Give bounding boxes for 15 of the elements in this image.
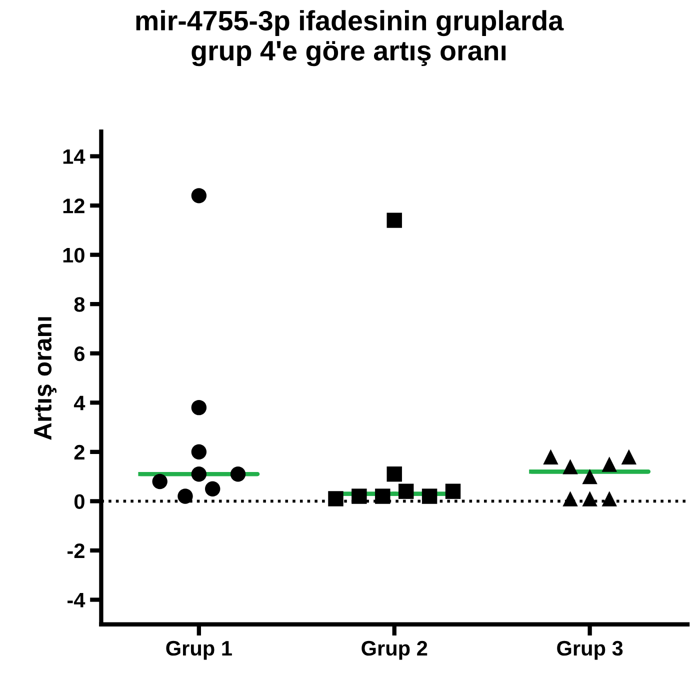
y-axis-title: Artış oranı — [34, 317, 57, 440]
y-tick-label: 4 — [74, 396, 86, 410]
x-tick-label: Grup 3 — [557, 640, 623, 660]
y-tick-label: 2 — [74, 444, 84, 460]
y-tick-label: 6 — [74, 346, 84, 362]
y-tick-label: 14 — [63, 149, 86, 164]
y-tick-label: -4 — [68, 592, 86, 608]
y-tick-label: 12 — [63, 198, 84, 214]
chart-title: mir-4755-3p ifadesinin gruplarda grup 4'e göre artış oranı — [136, 10, 564, 66]
y-tick-label: 8 — [74, 297, 85, 312]
y-tick-label: 0 — [74, 494, 84, 509]
x-tick-label: Grup 1 — [166, 640, 232, 660]
y-tick-label: 10 — [63, 248, 84, 263]
x-tick-label: Grup 2 — [362, 640, 428, 660]
y-tick-label: -2 — [68, 543, 84, 558]
